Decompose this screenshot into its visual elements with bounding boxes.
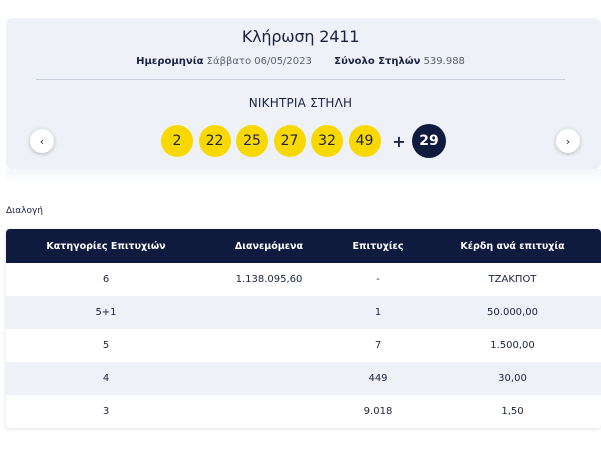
table-row: 6 1.138.095,60 - ΤΖΑΚΠΟΤ	[6, 263, 601, 296]
chevron-left-icon: ‹	[39, 134, 45, 148]
columns-label: Σύνολο Στηλών	[334, 56, 421, 67]
number-ball: 49	[348, 125, 381, 157]
number-ball: 25	[236, 125, 268, 157]
cell-prize: 1.500,00	[490, 340, 535, 351]
cell-winners: 9.018	[363, 406, 393, 417]
table-row: 5+1 1 50.000,00	[6, 296, 601, 329]
number-ball: 22	[198, 125, 231, 157]
cell-category: 5	[102, 340, 110, 351]
cell-category: 3	[102, 406, 110, 417]
date-label: Ημερομηνία	[136, 56, 204, 67]
cell-category: 4	[102, 373, 110, 384]
cell-winners: -	[376, 274, 380, 285]
number-ball: 27	[273, 125, 306, 157]
cell-prize: 30,00	[498, 373, 527, 384]
table-row: 5 7 1.500,00	[6, 329, 601, 362]
winning-numbers: 2 22 25 27 32 49 + 29	[161, 124, 446, 158]
header-category: Κατηγορίες Επιτυχιών	[46, 240, 166, 252]
plus-sign: +	[392, 131, 406, 151]
cell-distributed: 1.138.095,60	[235, 274, 303, 285]
previous-draw-button[interactable]: ‹	[30, 129, 54, 153]
draw-title: Κλήρωση 2411	[241, 27, 360, 46]
table-row: 4 449 30,00	[6, 362, 601, 395]
winning-row-label: ΝΙΚΗΤΡΙΑ ΣΤΗΛΗ	[248, 96, 353, 110]
table-row: 3 9.018 1,50	[6, 395, 601, 428]
cell-winners: 1	[374, 307, 382, 318]
cell-winners: 449	[368, 373, 388, 384]
draw-meta: Ημερομηνία Σάββατο 06/05/2023 Σύνολο Στη…	[0, 56, 601, 67]
section-label: Διαλογή	[6, 206, 43, 216]
cell-winners: 7	[374, 340, 382, 351]
cell-prize: ΤΖΑΚΠΟΤ	[488, 274, 537, 285]
header-winners: Επιτυχίες	[352, 240, 404, 252]
cell-category: 5+1	[95, 307, 117, 318]
number-ball: 32	[311, 125, 343, 157]
table-header: Κατηγορίες Επιτυχιών Διανεμόμενα Επιτυχί…	[6, 229, 601, 263]
cell-category: 6	[102, 274, 110, 285]
columns-value: 539.988	[423, 56, 465, 67]
cell-prize: 1,50	[501, 406, 524, 417]
chevron-right-icon: ›	[565, 134, 571, 148]
joker-ball: 29	[412, 124, 446, 158]
card-shadow	[6, 169, 601, 185]
next-draw-button[interactable]: ›	[556, 129, 580, 153]
header-prize: Κέρδη ανά επιτυχία	[460, 240, 565, 252]
header-distributed: Διανεμόμενα	[234, 240, 304, 252]
divider	[36, 79, 565, 80]
cell-prize: 50.000,00	[487, 307, 538, 318]
prize-table: Κατηγορίες Επιτυχιών Διανεμόμενα Επιτυχί…	[6, 229, 601, 428]
number-ball: 2	[161, 125, 193, 157]
date-value: Σάββατο 06/05/2023	[206, 56, 312, 67]
